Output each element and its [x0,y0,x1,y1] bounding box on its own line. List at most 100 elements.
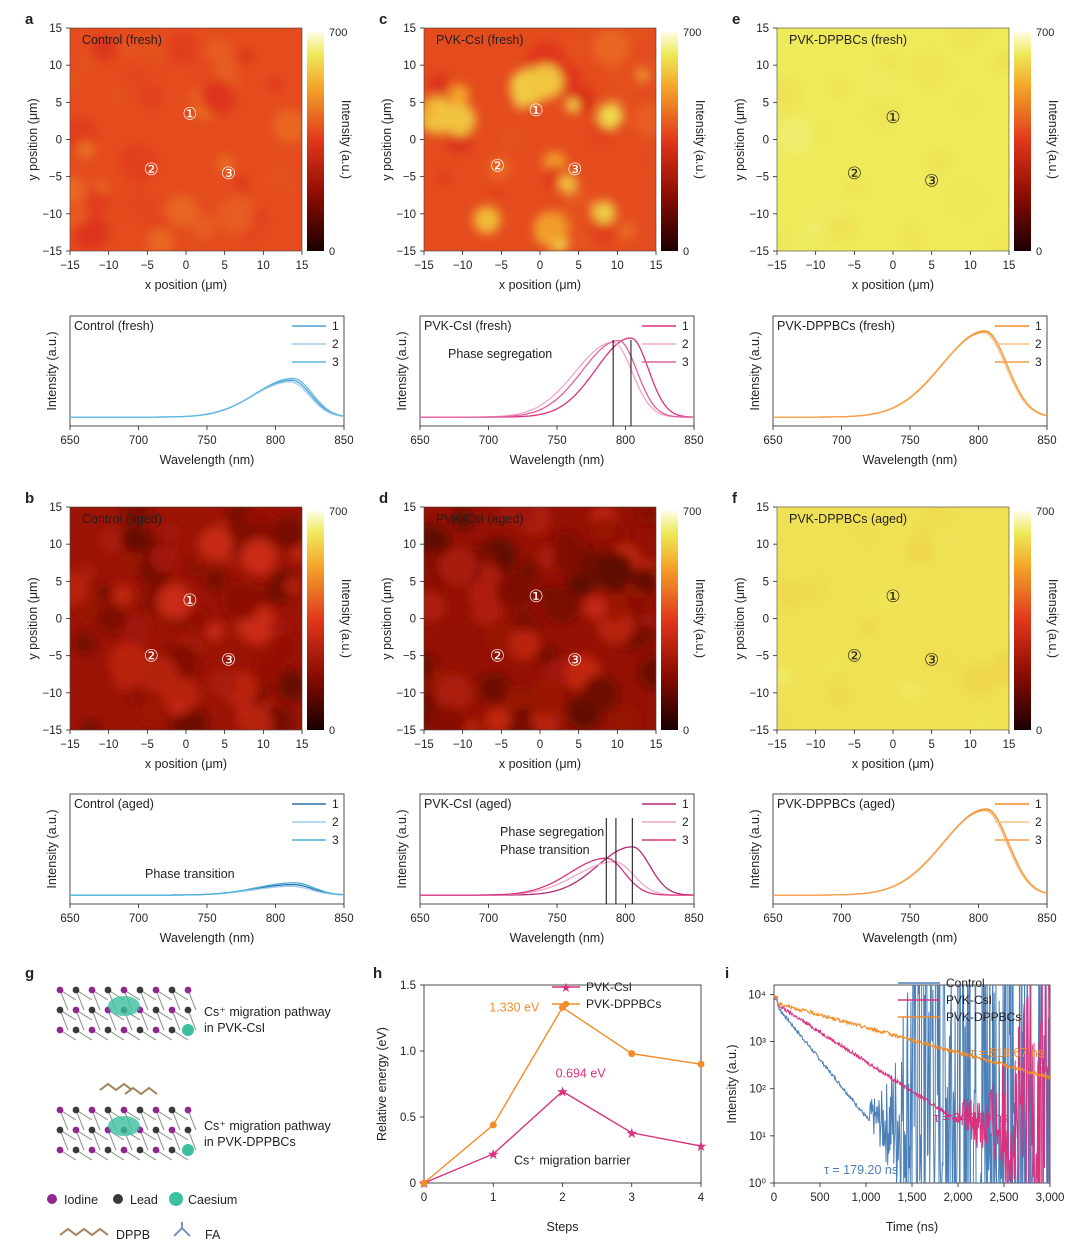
iodine-atom [88,986,96,994]
map-blob [272,109,302,144]
map-blob [527,678,565,716]
x-tick-label: 0 [890,739,896,751]
map-blob [633,101,656,139]
map-blob [782,546,821,584]
y-tick-label: 15 [403,502,416,514]
caesium-legend-icon [169,1192,183,1206]
bond [75,1009,85,1031]
x-tick-label: −15 [60,739,80,751]
data-point-PVK-CsI: ★ [625,1125,638,1141]
x-tick-label: 800 [969,913,988,925]
y-axis-label: y position (μm) [26,98,40,180]
map-blob [565,99,579,112]
map-blob [847,180,864,196]
x-tick-label: 750 [900,435,919,447]
x-tick-label: 800 [616,435,635,447]
y-tick-label: −5 [49,172,62,184]
x-tick-label: 3,000 [1036,1192,1065,1204]
x-tick-label: 850 [684,435,703,447]
x-tick-label: −5 [141,739,154,751]
x-tick-label: 5 [575,739,581,751]
map-panel-f: f PVK-DPPBCs (aged) ① ② ③ −15 −10 −5 0 5 10 15 15 10 5… [732,490,1060,771]
y-tick-label: −10 [42,209,62,221]
bond [187,989,197,1011]
map-blob [253,651,286,684]
map-blob [424,549,443,574]
plot-annotation: Cs⁺ migration barrier [514,1154,630,1168]
map-blob [217,155,235,173]
x-tick-label: 5 [221,260,227,272]
colorbar-min: 0 [329,725,335,737]
y-axis-label: y position (μm) [733,98,747,180]
map-blob [527,64,564,100]
lead-atom [104,1106,112,1114]
x-tick-label: 0 [183,739,189,751]
map-blob [605,64,643,102]
map-blob [186,560,202,577]
map-blob [131,37,161,67]
iodine-atom [184,1106,192,1114]
map-blob [468,574,507,614]
map-blob [73,632,97,655]
x-tick-label: 700 [479,435,498,447]
x-tick-label: 0 [537,260,543,272]
intensity-map [424,28,656,251]
map-blob [504,687,528,712]
spectrum-line-3 [773,331,1048,418]
map-blob [777,118,813,154]
panel-letter: i [725,965,729,982]
map-blob [866,97,899,131]
bond [59,1129,69,1151]
iodine-atom [168,1006,176,1014]
map-blob [931,522,965,556]
caesium-atom [182,1024,194,1036]
map-blob [962,663,996,697]
map-blob [542,586,581,625]
map-blob [96,603,127,634]
x-tick-label: 700 [832,913,851,925]
x-axis-label: Wavelength (nm) [863,453,958,467]
x-tick-label: 4 [698,1192,705,1204]
map-blob [637,153,651,167]
map-blob [860,62,898,101]
spectrum-line-1 [70,379,345,418]
x-tick-label: −5 [495,739,508,751]
legend-label: PVK-DPPBCs [946,1010,1021,1024]
x-tick-label: 650 [763,913,782,925]
map-blob [240,538,277,576]
data-point-PVK-CsI: ★ [695,1138,708,1154]
map-blob [110,88,125,102]
spectrum-annotation: Phase segregation [500,825,604,839]
map-blob [156,584,193,621]
bond [171,989,181,1011]
legend-label: 1 [332,797,339,811]
spectrum-annotation: Phase transition [145,867,235,881]
y-axis-label: Intensity (a.u.) [45,331,59,410]
spot-marker-2: ② [847,647,862,666]
colorbar-max: 700 [329,506,347,518]
x-axis-label: Time (ns) [886,1220,938,1234]
map-texture [424,28,656,251]
map-blob [234,176,249,191]
iodine-atom [88,1106,96,1114]
legend-label: 1 [682,319,689,333]
map-blob [996,93,1009,113]
map-blob [271,516,302,550]
spot-marker-3: ③ [924,171,939,190]
iodine-atom [120,1106,128,1114]
lead-atom [136,986,144,994]
map-blob [473,206,501,234]
map-blob [119,143,159,183]
map-texture [777,507,1009,730]
x-tick-label: 750 [547,435,566,447]
y-tick-label: 0 [410,614,416,626]
y-tick-label: 10 [756,60,769,72]
tau-label: τ = 818.67 ns [970,1046,1044,1060]
colorbar-min: 0 [683,725,689,737]
map-title: PVK-DPPBCs (fresh) [789,33,907,47]
colorbar [307,511,324,730]
series-line-PVK-CsI [423,1090,702,1184]
spot-marker-3: ③ [221,164,236,183]
map-blob [500,127,523,150]
legend-label: FA [205,1228,221,1242]
